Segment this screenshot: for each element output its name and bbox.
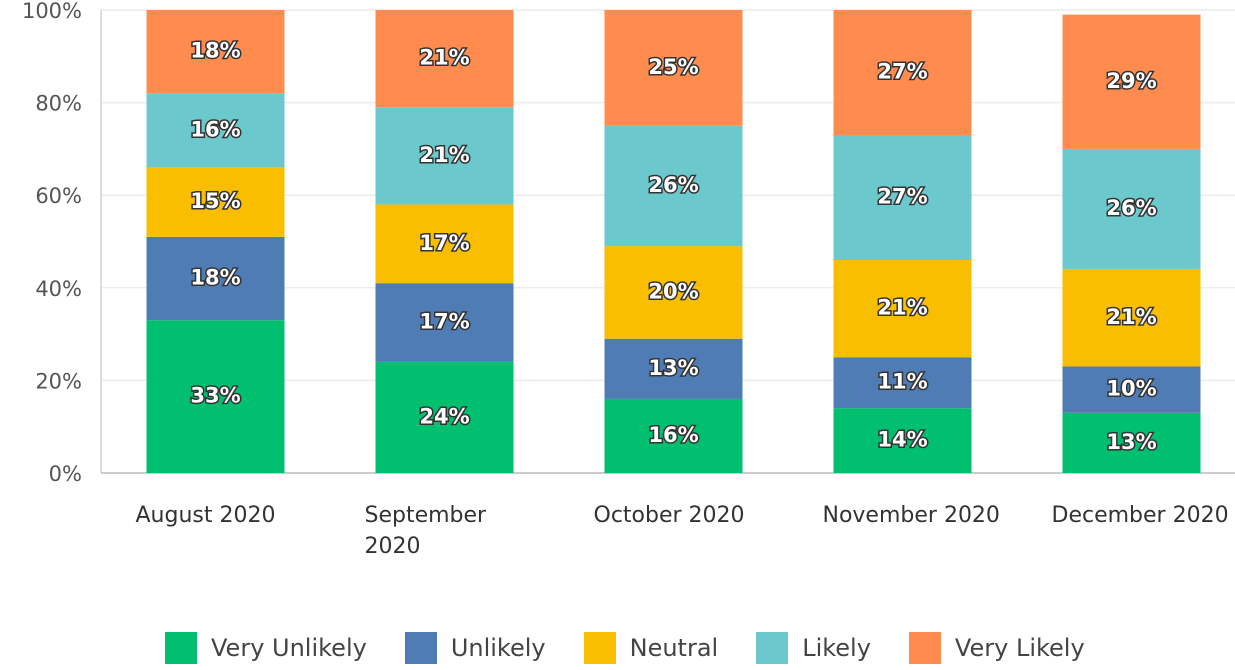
data-label: 13% [1106,430,1156,454]
legend-item: Very Likely [908,632,1085,664]
bar-segment [604,398,743,473]
data-label: 13% [648,356,698,380]
data-label: 18% [190,39,240,63]
data-label: 24% [419,404,469,428]
legend-label: Likely [802,634,871,662]
data-label: 15% [190,189,240,213]
bar-segment [1062,14,1201,149]
data-label: 27% [877,60,927,84]
data-label: 21% [419,46,469,70]
data-label: 10% [1106,377,1156,401]
bar-segment [375,107,514,205]
bar-segment [833,10,972,136]
legend-label: Very Unlikely [211,634,367,662]
bar-segment [1062,412,1201,473]
data-label: 26% [648,173,698,197]
data-label: 14% [877,428,927,452]
bar-segment [1062,269,1201,367]
data-label: 11% [877,370,927,394]
data-label: 17% [419,231,469,255]
legend-item: Likely [756,632,871,664]
bar-segment [375,10,514,108]
bar-segment [146,167,285,237]
legend-label: Unlikely [450,634,546,662]
data-label: 20% [648,279,698,303]
legend-item: Unlikely [404,632,546,664]
y-tick-label: 60% [35,184,82,208]
data-label: 21% [1106,305,1156,329]
y-tick-label: 40% [35,277,82,301]
data-label: 33% [190,384,240,408]
y-tick-label: 20% [35,369,82,393]
bar-segment [833,135,972,261]
legend-item: Neutral [583,632,719,664]
legend-swatch [908,632,941,664]
legend-label: Neutral [629,634,719,662]
y-tick-label: 100% [22,0,82,23]
bar-segment [604,125,743,247]
legend-swatch [165,632,197,664]
legend-item: Very Unlikely [165,632,367,664]
legend: Very Unlikely Unlikely Neutral Likely Very L… [165,632,1123,664]
bar-segment [833,408,972,473]
legend-swatch [756,632,789,664]
data-label: 26% [1106,196,1156,220]
data-label: 29% [1106,69,1156,93]
x-tick-label: November 2020 [822,503,1000,528]
bar-segment [604,10,743,126]
bar-segment [1062,148,1201,270]
data-label: 25% [648,55,698,79]
bar-segment [1062,366,1201,413]
data-label: 18% [190,266,240,290]
data-label: 21% [877,296,927,320]
bar-segment [833,260,972,358]
data-label: 17% [419,310,469,334]
data-label: 21% [419,143,469,167]
bar-segment [146,10,285,94]
bar-segment [146,320,285,473]
y-tick-label: 80% [35,92,82,116]
bar-segment [375,204,514,284]
x-tick-label: August 2020 [135,503,276,528]
x-tick-label: December 2020 [1051,503,1229,528]
data-label: 16% [190,117,240,141]
bar-segment [604,246,743,339]
bar-segment [146,236,285,321]
legend-label: Very Likely [954,634,1085,662]
legend-swatch [404,632,437,664]
legend-swatch [583,632,616,664]
x-tick-label: October 2020 [593,503,745,528]
bar-segment [146,93,285,168]
bar-segment [833,357,972,409]
y-tick-label: 0% [49,462,82,486]
x-tick-label: September 2020 [364,503,487,559]
data-label: 27% [877,185,927,209]
bar-segment [375,361,514,473]
bar-segment [375,283,514,362]
bar-segment [604,338,743,399]
data-label: 16% [648,423,698,447]
